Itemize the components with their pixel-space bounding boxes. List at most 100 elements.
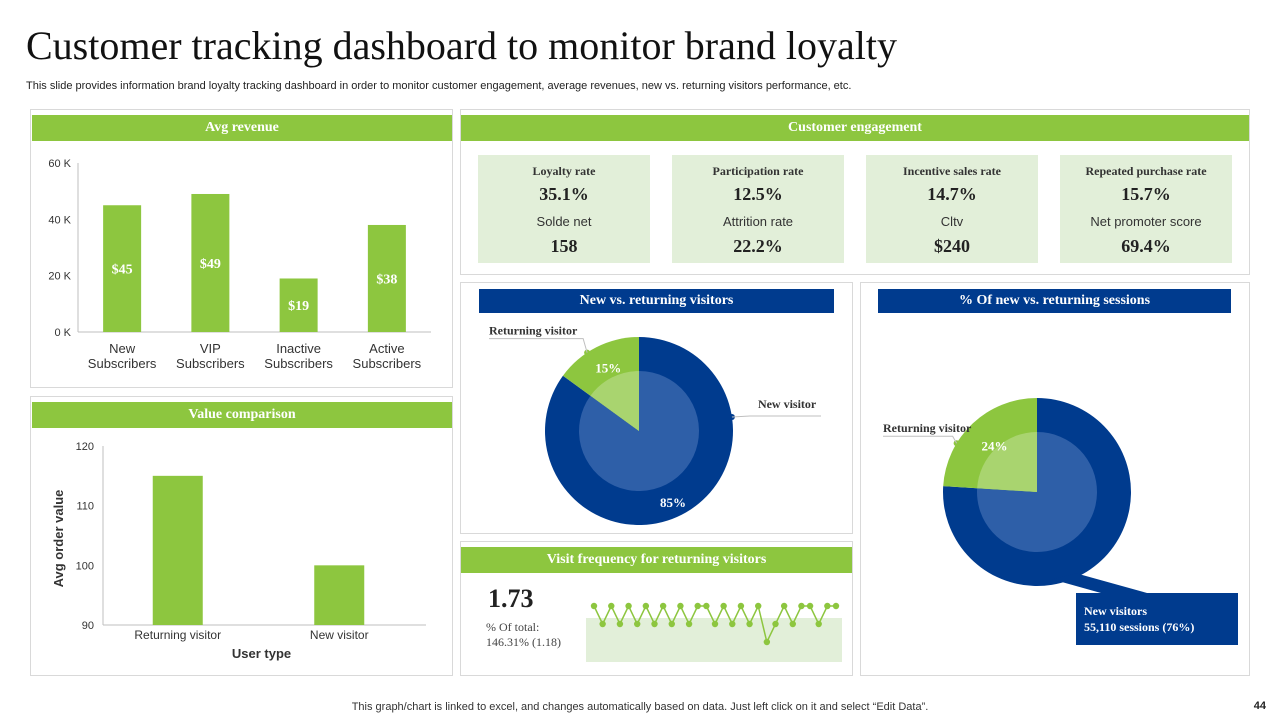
bar [103,205,142,332]
value-comparison-panel [30,396,453,676]
customer-engagement-header: Customer engagement [461,115,1249,141]
y-tick-label: 0 K [54,327,71,339]
sparkline-point [651,620,658,628]
metric-label: Participation rate [712,164,804,178]
sparkline-point [608,602,615,610]
callout-line1: New visitors [1084,604,1147,618]
pie-slice-returning-inner [590,371,639,431]
metric-card-repeat: Repeated purchase rate 15.7% Net promote… [1060,155,1232,263]
visit-frequency-sparkline[interactable] [580,596,842,666]
bar [191,193,230,332]
sparkline-point [780,602,788,610]
bar [367,224,406,332]
metric-sublabel: Attrition rate [722,214,794,229]
page-title: Customer tracking dashboard to monitor b… [26,23,897,68]
avg-revenue-header: Avg revenue [32,115,452,141]
metric-value: 35.1% [539,184,589,204]
x-tick-label: Inactive [276,341,321,356]
sparkline-point [729,620,736,628]
pie-data-label: 24% [981,438,1007,453]
y-tick-label: 20 K [48,271,71,283]
bar-data-label: $45 [112,263,133,278]
new-vs-returning-chart[interactable]: 15% 85% Returning visitor New visitor [461,314,851,532]
metric-subvalue: 69.4% [1121,236,1171,256]
sparkline-point [659,602,667,610]
sparkline-point [815,620,822,628]
y-tick-label: 60 K [48,158,71,170]
y-axis-title: Avg order value [51,490,66,588]
pct-label: % Of total: [486,620,540,634]
x-tick-label: Subscribers [264,356,333,371]
metric-card-incentive: Incentive sales rate 14.7% Cltv $240 [866,155,1038,263]
sessions-header: % Of new vs. returning sessions [878,289,1231,313]
bar-data-label: $49 [200,257,221,272]
y-tick-label: 40 K [48,214,71,226]
leader-line [731,415,821,418]
sparkline-point [824,602,831,610]
x-tick-label: Subscribers [88,356,157,371]
x-axis-title: User type [232,646,291,661]
avg-revenue-chart[interactable]: 0 K20 K40 K60 K$45NewSubscribers$49VIPSu… [30,142,453,382]
metric-label: Loyalty rate [532,164,596,178]
x-tick-label: New [109,341,136,356]
sparkline-point [806,602,814,610]
sparkline-point [703,602,710,610]
pie-category-label: Returning visitor [883,421,972,435]
pie-data-label: 15% [595,361,621,376]
sparkline-point [642,602,650,610]
x-tick-label: Subscribers [176,356,245,371]
metric-subvalue: $240 [934,236,970,256]
y-tick-label: 100 [76,560,94,572]
sparkline-point [755,602,762,610]
leader-line [489,338,588,353]
metric-card-loyalty: Loyalty rate 35.1% Solde net 158 [478,155,650,263]
leader-dot [728,413,735,420]
callout-line2: 55,110 sessions (76%) [1084,620,1195,634]
sparkline-point [625,602,632,610]
sparkline-point [763,638,771,646]
sparkline-point [616,620,624,628]
bar [314,565,365,625]
footer-note: This graph/chart is linked to excel, and… [351,701,929,713]
metric-sublabel: Solde net [536,214,592,229]
bar [152,475,203,625]
sparkline-point [737,602,745,610]
metric-subvalue: 158 [550,236,578,256]
callout-pointer [1052,573,1147,593]
sparkline-point [677,602,684,610]
x-tick-label: Subscribers [353,356,422,371]
bar [279,278,318,332]
bar-data-label: $38 [376,272,397,287]
metric-card-participation: Participation rate 12.5% Attrition rate … [672,155,844,263]
sparkline-point [685,620,693,628]
sparkline-point [789,620,796,628]
pie-category-label: New visitor [758,397,817,411]
leader-line [883,435,958,444]
metric-subvalue: 22.2% [733,236,783,256]
metric-label: Repeated purchase rate [1085,164,1207,178]
visit-frequency-pct: % Of total: 146.31% (1.18) [486,620,561,650]
pie-category-label: Returning visitor [489,324,578,338]
y-tick-label: 120 [76,441,94,453]
pie-data-label: 85% [660,495,686,510]
pie-slice-returning-inner [977,432,1037,492]
x-tick-label: Returning visitor [134,628,221,642]
y-tick-label: 90 [82,620,94,632]
metric-label: Incentive sales rate [903,164,1001,178]
sparkline-point [668,620,675,628]
sparkline-point [711,620,719,628]
sparkline-point [720,602,727,610]
metric-value: 12.5% [733,184,783,204]
sparkline-point [772,620,779,628]
sparkline-point [590,602,598,610]
page-number: 44 [1253,700,1266,712]
sparkline-point [694,602,701,610]
x-tick-label: Active [369,341,404,356]
value-comparison-header: Value comparison [32,402,452,428]
visit-frequency-header: Visit frequency for returning visitors [461,547,852,573]
sparkline-point [634,620,641,628]
sessions-chart[interactable]: 24% Returning visitor [861,314,1249,674]
value-comparison-chart[interactable]: 90 100 110 120 Returning visitor New visitor U… [30,430,453,674]
x-tick-label: VIP [200,341,221,356]
sparkline-point [832,602,840,610]
